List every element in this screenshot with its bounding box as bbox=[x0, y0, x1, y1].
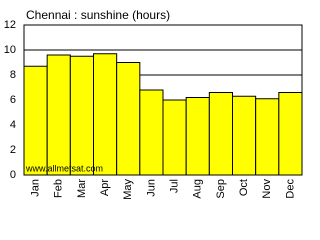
x-tick-label: Nov bbox=[261, 179, 273, 199]
chart: Chennai : sunshine (hours) 0 2 4 6 8 10 12 Jan F… bbox=[4, 8, 303, 200]
x-tick-label: Oct bbox=[238, 179, 250, 196]
x-tick-label: Jul bbox=[168, 179, 180, 193]
bar bbox=[185, 97, 210, 176]
x-tick-label: Sep bbox=[215, 179, 227, 199]
chart-title: Chennai : sunshine (hours) bbox=[26, 8, 170, 22]
x-tick-label: Feb bbox=[53, 179, 65, 198]
y-tick-label: 6 bbox=[10, 94, 16, 106]
bar bbox=[278, 92, 303, 176]
bar bbox=[255, 98, 280, 176]
y-tick-label: 4 bbox=[10, 119, 16, 131]
bar bbox=[162, 99, 187, 176]
y-tick-label: 12 bbox=[4, 19, 16, 31]
x-tick-label: Mar bbox=[76, 179, 88, 198]
bar bbox=[208, 92, 233, 176]
x-tick-label: Jan bbox=[29, 179, 41, 197]
bar bbox=[69, 55, 95, 176]
y-tick-label: 2 bbox=[10, 144, 16, 156]
bar bbox=[93, 53, 118, 176]
y-tick-label: 8 bbox=[10, 69, 16, 81]
y-tick-label: 0 bbox=[10, 169, 16, 181]
x-tick-label: Dec bbox=[284, 179, 296, 199]
watermark: www.allmetsat.com bbox=[25, 163, 103, 173]
x-tick-label: May bbox=[122, 179, 134, 200]
x-tick-label: Jun bbox=[145, 179, 157, 197]
bar bbox=[232, 95, 257, 176]
x-tick-label: Apr bbox=[99, 179, 111, 196]
x-tick-label: Aug bbox=[192, 179, 204, 199]
bar bbox=[23, 65, 48, 176]
bar bbox=[139, 89, 164, 176]
bar bbox=[46, 54, 71, 176]
y-tick-label: 10 bbox=[4, 44, 16, 56]
bar bbox=[116, 62, 141, 176]
plot-frame bbox=[23, 24, 303, 176]
